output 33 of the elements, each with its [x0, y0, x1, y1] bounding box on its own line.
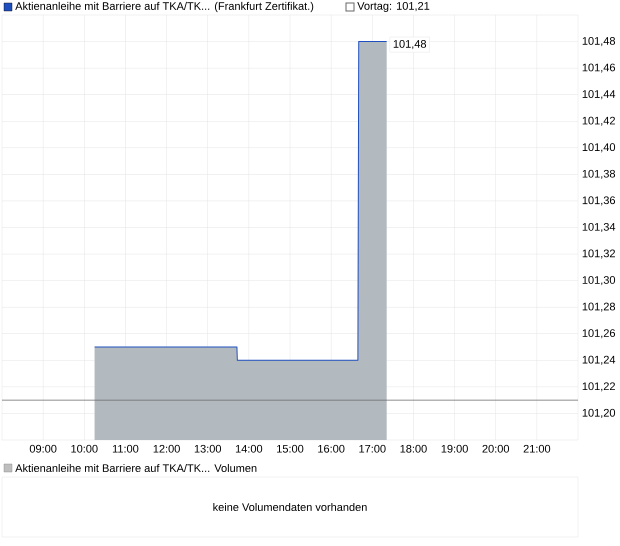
x-tick-label: 13:00 — [194, 444, 222, 453]
x-tick-label: 09:00 — [30, 444, 56, 453]
y-tick-label: 101,44 — [582, 90, 616, 100]
x-tick-label: 20:00 — [482, 444, 510, 453]
y-tick-label: 101,48 — [582, 37, 616, 46]
y-tick-label: 101,42 — [582, 116, 615, 126]
x-tick-label: 12:00 — [154, 444, 180, 453]
y-tick-label: 101,22 — [582, 382, 615, 392]
legend-label: Aktienanleihe mit Barriere auf TKA/TK... (Frankfurt Zertifikat.) — [15, 2, 314, 12]
y-tick-label: 101,46 — [582, 64, 616, 73]
x-tick-label: 16:00 — [318, 444, 344, 453]
x-tick-label: 17:00 — [359, 444, 386, 453]
x-tick-label: 18:00 — [400, 444, 427, 453]
x-tick-label: 15:00 — [277, 444, 304, 453]
x-tick-label: 10:00 — [71, 444, 98, 453]
text: Aktienanleihe mit Barriere auf TKA/TK... Volumen — [15, 464, 256, 472]
legend-label: Vortag: 101,21 — [357, 2, 430, 12]
y-tick-label: 101,34 — [582, 222, 616, 232]
y-tick-label: 101,40 — [582, 143, 616, 152]
y-tick-label: 101,38 — [582, 170, 616, 179]
x-tick-label: 14:00 — [236, 444, 262, 453]
x-tick-label: 11:00 — [112, 444, 138, 453]
y-tick-label: 101,20 — [582, 408, 616, 418]
y-tick-label: 101,24 — [582, 356, 616, 365]
x-tick-label: 19:00 — [442, 444, 468, 453]
y-tick-label: 101,28 — [582, 302, 616, 312]
x-tick-label: 21:00 — [524, 444, 550, 453]
y-tick-label: 101,32 — [582, 250, 615, 259]
y-tick-label: 101,26 — [582, 329, 616, 338]
y-tick-label: 101,30 — [582, 276, 616, 286]
data-label: 101,48 — [394, 40, 426, 50]
y-tick-label: 101,36 — [582, 196, 616, 206]
text: keine Volumendaten vorhanden — [213, 502, 367, 512]
